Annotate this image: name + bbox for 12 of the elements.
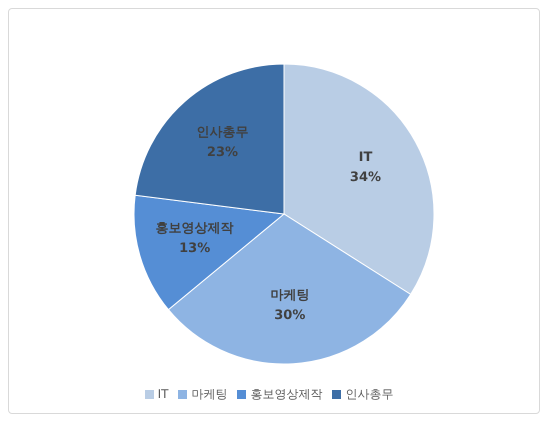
slice-label: 홍보영상제작	[156, 220, 234, 236]
data-label: 30%	[274, 308, 306, 323]
data-label: 23%	[206, 145, 238, 160]
slice-label: 마케팅	[270, 288, 310, 303]
slice-label: IT	[358, 150, 372, 166]
legend-label: IT	[158, 387, 168, 401]
data-label: 13%	[179, 240, 210, 256]
legend-label: 홍보영상제작	[250, 387, 322, 401]
slice-label: 인사총무	[196, 125, 248, 140]
legend-label: 인사총무	[345, 387, 394, 401]
data-label: 34%	[350, 170, 382, 186]
legend-label: 마케팅	[191, 387, 228, 401]
